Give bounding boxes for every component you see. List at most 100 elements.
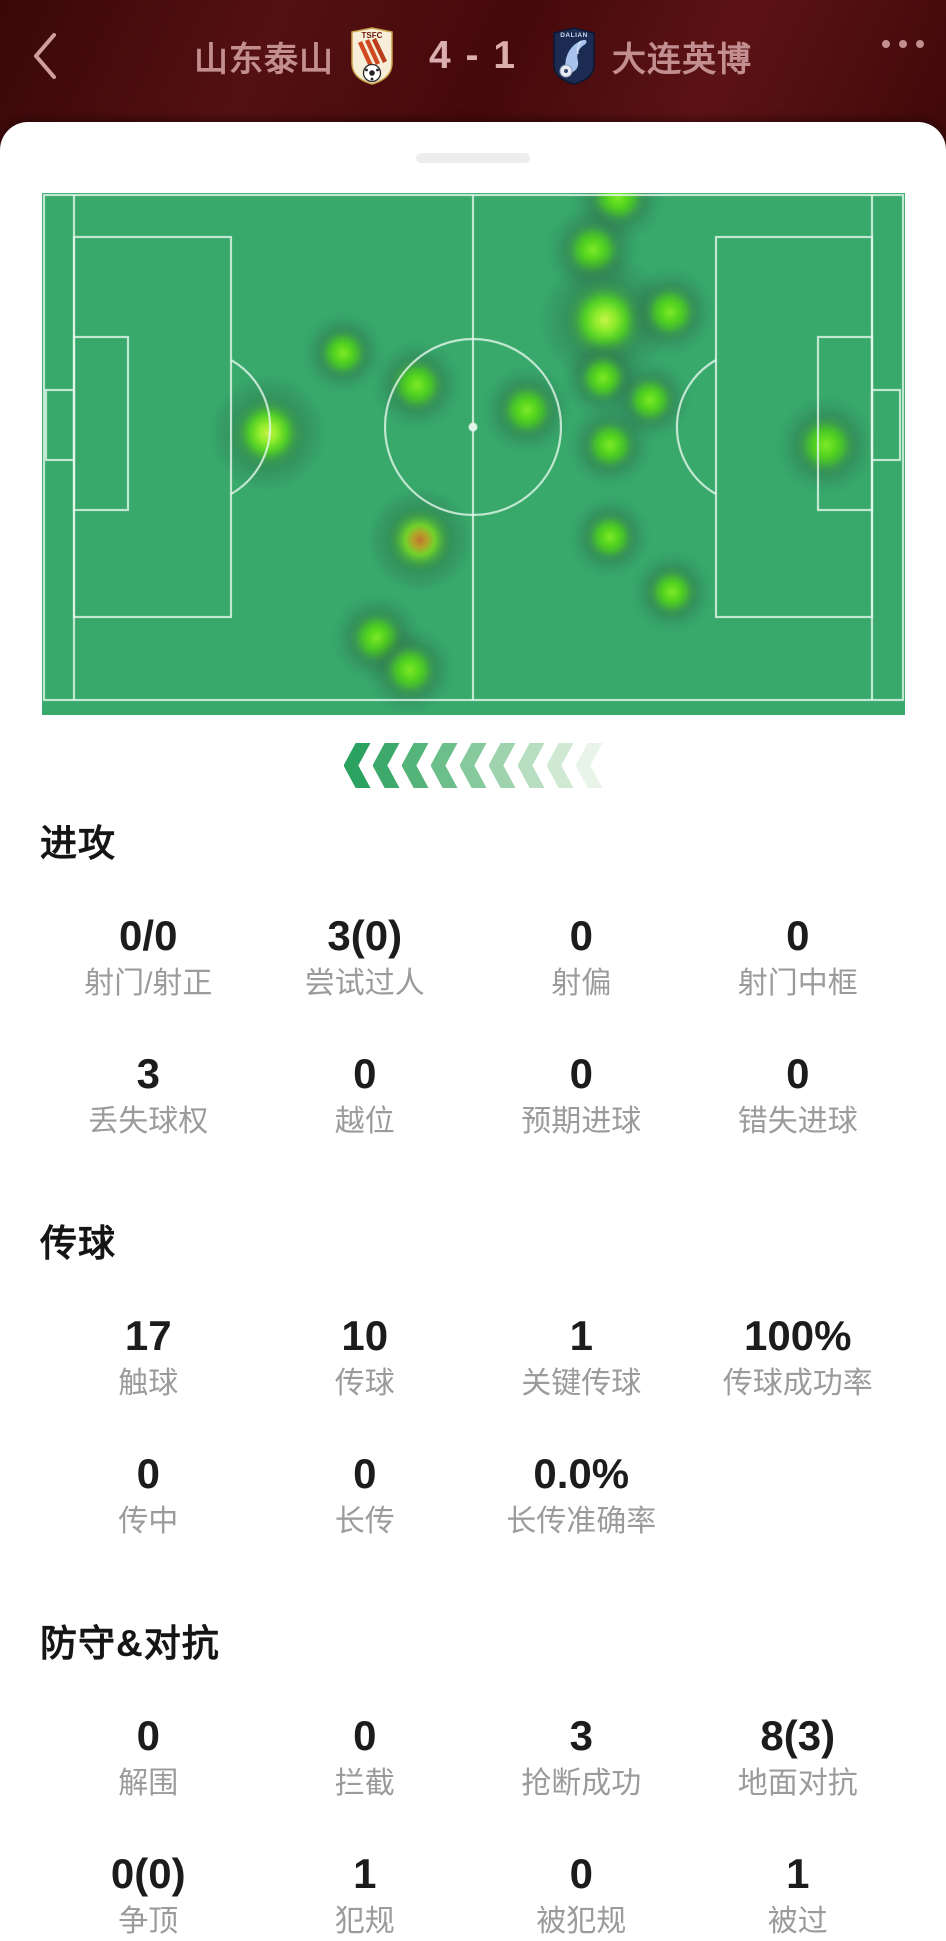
back-chevron-icon [34, 33, 56, 79]
stat-cell: 0.0% 长传准确率 [473, 1450, 690, 1540]
stat-value: 0 [569, 1850, 593, 1897]
stat-cell: 0 长传 [257, 1450, 474, 1540]
svg-text:DALIAN: DALIAN [560, 32, 588, 39]
direction-chevron-icon [575, 743, 603, 788]
direction-chevron-icon [430, 743, 458, 788]
stat-value: 0(0) [110, 1850, 186, 1897]
ellipsis-icon [899, 40, 907, 48]
left-penalty-arc [230, 359, 272, 495]
heat-spot [566, 401, 654, 489]
center-circle [383, 337, 563, 517]
direction-chevron-icon [517, 743, 545, 788]
stat-cell: 10 传球 [257, 1312, 474, 1402]
stat-label: 被过 [767, 1905, 828, 1938]
right-penalty-arc [675, 359, 717, 495]
center-spot [468, 422, 478, 432]
stat-cell: 0 解围 [40, 1712, 257, 1802]
stat-label: 越位 [334, 1105, 395, 1138]
stat-cell: 100% 传球成功率 [690, 1312, 907, 1402]
heat-spot [209, 374, 327, 492]
section-title: 防守&对抗 [40, 1623, 220, 1664]
stat-label: 预期进球 [521, 1105, 642, 1138]
stat-cell: 0 射偏 [473, 912, 690, 1002]
stat-cell: 0/0 射门/射正 [40, 912, 257, 1002]
right-goal [870, 388, 902, 462]
pitch-lines [42, 193, 905, 702]
stat-value: 0 [569, 1050, 593, 1097]
stat-value: 3(0) [327, 912, 403, 959]
stat-cell: 1 关键传球 [473, 1312, 690, 1402]
stat-cell: 1 被过 [690, 1850, 907, 1940]
heat-spot [630, 550, 714, 634]
stats-section: 防守&对抗 0 解围 0 拦截 3 抢断成功 8(3) 地面对抗 0(0) 争顶 1 犯规 0 被犯规 1 被过 [40, 1622, 906, 1940]
stat-cell: 0 越位 [257, 1050, 474, 1140]
stats-sections: 进攻 0/0 射门/射正 3(0) 尝试过人 0 射偏 0 射门中框 3 丢失球权 0 越位 0 预期进球 0… [0, 822, 946, 1941]
stat-cell: 0 错失进球 [690, 1050, 907, 1140]
stat-label: 错失进球 [737, 1105, 858, 1138]
away-team-badge-icon: DALIAN [553, 27, 595, 85]
stat-label: 争顶 [118, 1905, 179, 1938]
attack-direction-arrows [0, 743, 946, 788]
scoreline: 山东泰山 TSFC 4 - 1 DALIAN [0, 0, 946, 112]
stats-section: 传球 17 触球 10 传球 1 关键传球 100% 传球成功率 0 传中 0 长传 0.0% 长传准确率 [40, 1222, 906, 1540]
direction-chevron-icon [488, 743, 516, 788]
stat-row: 0/0 射门/射正 3(0) 尝试过人 0 射偏 0 射门中框 [40, 912, 906, 1002]
direction-chevron-icon [401, 743, 429, 788]
heat-spot [371, 339, 463, 431]
stat-cell: 0(0) 争顶 [40, 1850, 257, 1940]
stat-value: 0 [786, 912, 810, 959]
stat-value: 3 [136, 1050, 160, 1097]
stat-label: 拦截 [334, 1767, 395, 1800]
back-button[interactable] [28, 28, 68, 84]
match-score: 4 - 1 [428, 34, 518, 77]
stat-label: 尝试过人 [304, 967, 425, 1000]
stat-cell: 0 预期进球 [473, 1050, 690, 1140]
heat-spot [481, 364, 573, 456]
stat-value: 0 [136, 1450, 160, 1497]
stat-cell: 3 抢断成功 [473, 1712, 690, 1802]
stat-value: 8(3) [760, 1712, 836, 1759]
stat-label: 关键传球 [521, 1367, 642, 1400]
ellipsis-icon [916, 40, 924, 48]
heatmap-spots-layer [209, 193, 877, 715]
heat-spot [301, 311, 385, 395]
stat-label: 地面对抗 [737, 1767, 858, 1800]
ellipsis-icon [882, 40, 890, 48]
more-options-button[interactable] [882, 40, 924, 48]
stat-cell: 0 传中 [40, 1450, 257, 1540]
stat-row: 3 丢失球权 0 越位 0 预期进球 0 错失进球 [40, 1050, 906, 1140]
direction-chevron-icon [372, 743, 400, 788]
left-goal [44, 388, 76, 462]
stat-cell: 17 触球 [40, 1312, 257, 1402]
stat-label: 长传准确率 [506, 1505, 657, 1538]
stat-row: 0 解围 0 拦截 3 抢断成功 8(3) 地面对抗 [40, 1712, 906, 1802]
heat-spot [367, 487, 473, 593]
stat-label: 长传 [334, 1505, 395, 1538]
stat-value: 0.0% [533, 1450, 630, 1497]
svg-text:TSFC: TSFC [362, 31, 383, 40]
section-title: 传球 [40, 1223, 116, 1264]
stat-value: 17 [124, 1312, 172, 1359]
direction-chevron-icon [343, 743, 371, 788]
direction-chevron-icon [546, 743, 574, 788]
stat-value: 0 [136, 1712, 160, 1759]
stat-cell: 3 丢失球权 [40, 1050, 257, 1140]
home-team-name[interactable]: 山东泰山 [193, 40, 334, 79]
stat-value: 0 [353, 1450, 377, 1497]
home-team-badge-icon: TSFC [351, 27, 393, 85]
stat-label: 犯规 [334, 1905, 395, 1938]
stat-value: 0 [353, 1050, 377, 1097]
stat-row: 0 传中 0 长传 0.0% 长传准确率 [40, 1450, 906, 1540]
stat-value: 0/0 [119, 912, 178, 959]
away-team-name[interactable]: 大连英博 [612, 40, 753, 79]
stat-cell: 0 被犯规 [473, 1850, 690, 1940]
drag-handle[interactable] [416, 153, 530, 163]
stat-value: 0 [353, 1712, 377, 1759]
stat-row: 0(0) 争顶 1 犯规 0 被犯规 1 被过 [40, 1850, 906, 1940]
pitch-heatmap[interactable] [42, 193, 905, 715]
stat-label: 抢断成功 [521, 1767, 642, 1800]
stat-cell: 0 射门中框 [690, 912, 907, 1002]
stat-value: 100% [744, 1312, 852, 1359]
direction-chevron-icon [459, 743, 487, 788]
